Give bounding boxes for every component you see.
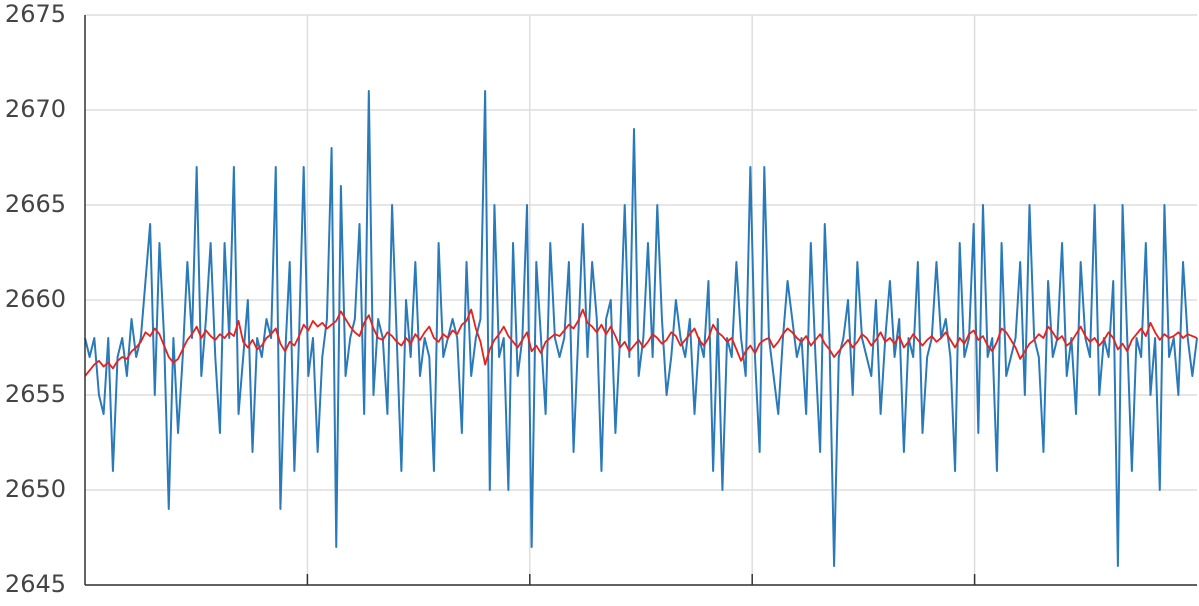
y-grid	[85, 14, 1197, 586]
y-tick-label: 2670	[5, 95, 66, 123]
y-tick-label: 2665	[5, 190, 66, 218]
y-tick-label: 2655	[5, 380, 66, 408]
y-tick-label: 2675	[5, 0, 66, 28]
series-line	[84, 90, 1198, 567]
series-line	[84, 308, 1198, 377]
y-tick-label: 2645	[5, 570, 66, 598]
y-tick-label: 2650	[5, 475, 66, 503]
x-tick-marks	[306, 574, 976, 585]
plot	[84, 90, 1198, 567]
y-tick-label: 2660	[5, 285, 66, 313]
